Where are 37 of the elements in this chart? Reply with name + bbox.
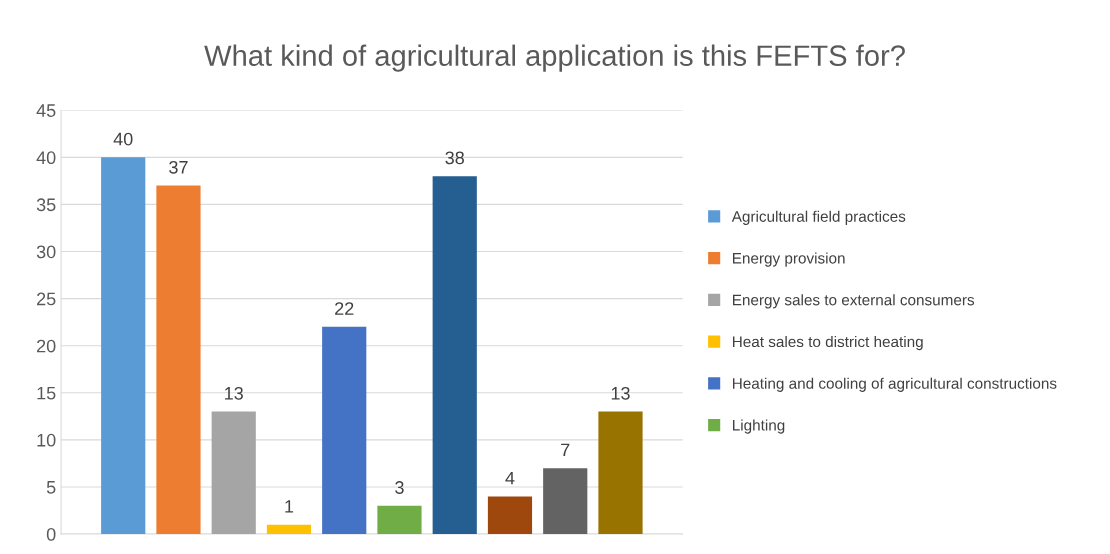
data-label: 3 (395, 481, 404, 494)
bar (101, 157, 146, 535)
bar (211, 411, 256, 535)
legend-label: Lighting (733, 419, 785, 434)
data-label: 13 (611, 386, 630, 400)
legend-label: Heat sales to district heating (733, 335, 923, 351)
y-tick-label: 45 (36, 104, 56, 117)
bar (266, 524, 312, 535)
data-label: 38 (445, 151, 464, 165)
data-label: 4 (505, 471, 515, 485)
y-tick-label: 5 (46, 481, 56, 494)
data-label: 40 (113, 132, 133, 146)
legend-label: Energy sales to external consumers (733, 294, 975, 309)
legend-label: Heating and cooling of agricultural constructions (733, 377, 1057, 392)
y-tick-label: 35 (36, 198, 56, 212)
data-label: 1 (285, 500, 294, 513)
data-label: 7 (561, 443, 570, 457)
y-tick-label: 20 (37, 339, 56, 353)
y-tick-label: 0 (46, 527, 56, 541)
data-label: 13 (225, 386, 243, 400)
bar (487, 496, 533, 535)
chart-title: What kind of agricultural application is this FEFTS for? (204, 44, 905, 72)
bar (377, 505, 422, 535)
bar (598, 411, 643, 535)
legend-label: Agricultural field practices (731, 210, 906, 225)
data-label: 37 (169, 160, 188, 174)
y-tick-label: 30 (36, 245, 56, 259)
y-tick-label: 40 (36, 151, 56, 165)
bar (156, 185, 201, 535)
y-tick-label: 15 (37, 386, 56, 400)
bar (432, 176, 477, 535)
bar (543, 468, 588, 535)
legend-label: Energy provision (733, 252, 845, 267)
data-label: 22 (335, 302, 354, 315)
bar (322, 326, 367, 535)
y-tick-label: 25 (37, 292, 56, 306)
y-tick-label: 10 (37, 433, 56, 447)
